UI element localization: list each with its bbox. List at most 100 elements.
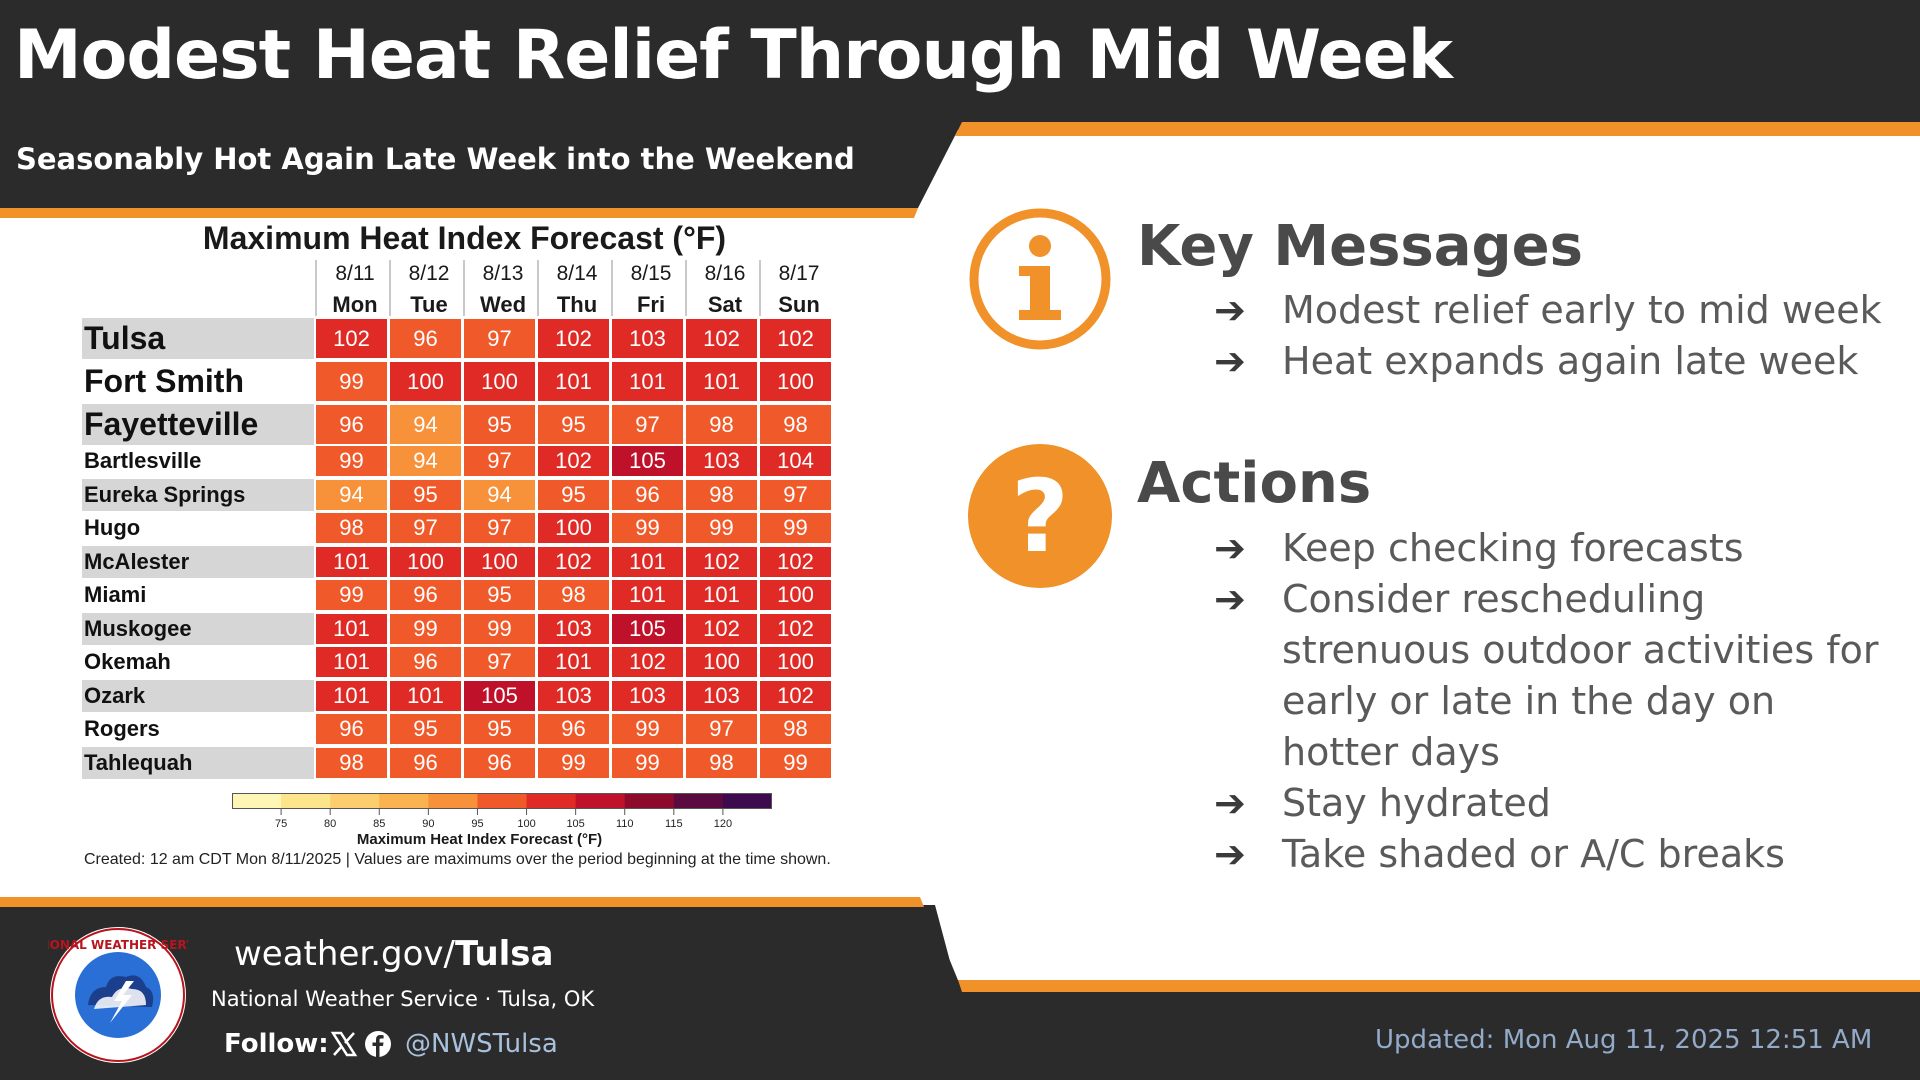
heat-index-cell: 102 [538,446,609,476]
arrow-icon: ➔ [1214,288,1246,332]
bullet-text: Take shaded or A/C breaks [1282,832,1785,876]
heat-index-cell: 103 [538,614,609,644]
heat-index-cell: 98 [686,748,757,778]
bullet-item: ➔ Keep checking forecasts [1210,523,1900,574]
heat-index-cell: 96 [538,714,609,744]
heat-index-cell: 96 [316,714,387,744]
colorbar-tick-label: 90 [422,818,435,830]
colorbar-tick-label: 120 [713,818,733,830]
page-subtitle: Seasonably Hot Again Late Week into the … [16,142,855,176]
column-date: 8/14 [556,262,598,285]
heat-index-cell: 99 [464,614,535,644]
heat-index-cell: 102 [538,547,609,577]
key-messages-title: Key Messages [1137,214,1583,279]
heat-index-cell: 101 [538,647,609,677]
city-label: Hugo [82,512,314,544]
colorbar-segment [722,793,772,809]
heat-index-cell: 101 [612,362,683,401]
column-day: Tue [410,292,448,317]
svg-text:?: ? [1011,458,1069,575]
colorbar-segment [575,793,626,809]
website-link[interactable]: weather.gov/Tulsa [234,934,553,974]
heat-index-cell: 99 [538,748,609,778]
header-separator [611,260,613,316]
heat-index-cell: 99 [612,714,683,744]
heat-index-cell: 99 [686,513,757,543]
colorbar-tick-label: 105 [566,818,585,830]
nws-logo: NATIONAL WEATHER SERVICE [48,927,188,1063]
heat-index-cell: 97 [464,647,535,677]
heat-index-cell: 101 [316,681,387,711]
colorbar-segment [428,793,478,809]
heat-index-cell: 104 [760,446,831,476]
heat-index-cell: 96 [390,580,461,610]
column-day: Wed [479,292,527,317]
facebook-icon[interactable] [364,1030,392,1058]
heat-index-cell: 102 [686,319,757,358]
heat-index-cell: 101 [316,647,387,677]
heat-index-cell: 102 [760,681,831,711]
info-icon [969,208,1111,350]
bullet-item: ➔ Stay hydrated [1210,778,1900,829]
heat-index-cell: 97 [464,446,535,476]
header-separator [759,260,761,316]
logo-text: NATIONAL WEATHER SERVICE [48,938,188,952]
heat-index-cell: 94 [390,446,461,476]
heat-index-cell: 100 [538,513,609,543]
heat-index-cell: 95 [538,405,609,444]
heat-index-cell: 101 [316,614,387,644]
city-label: Fayetteville [82,404,314,445]
heat-index-cell: 98 [538,580,609,610]
column-date: 8/15 [630,262,672,285]
heat-index-cell: 101 [612,580,683,610]
heat-index-cell: 97 [464,513,535,543]
heat-index-cell: 94 [464,480,535,510]
heat-index-cell: 103 [686,681,757,711]
heat-index-cell: 96 [390,748,461,778]
colorbar-tick-label: 95 [471,818,484,830]
heat-index-cell: 101 [390,681,461,711]
bullet-text: Modest relief early to mid week [1282,288,1882,332]
heat-index-cell: 100 [760,647,831,677]
heat-index-cell: 101 [538,362,609,401]
heat-index-cell: 102 [316,319,387,358]
colorbar-tick-label: 100 [517,818,536,830]
heat-index-cell: 103 [686,446,757,476]
heat-index-cell: 94 [316,480,387,510]
heat-index-cell: 105 [612,446,683,476]
x-icon[interactable] [330,1030,358,1058]
column-date: 8/16 [704,262,746,285]
heat-index-cell: 102 [686,614,757,644]
heat-index-cell: 99 [760,513,831,543]
heat-index-cell: 100 [686,647,757,677]
colorbar-tick-label: 115 [665,818,683,830]
city-label: Rogers [82,713,314,745]
heat-index-cell: 95 [538,480,609,510]
heat-index-cell: 98 [686,405,757,444]
social-handle[interactable]: @NWSTulsa [405,1029,558,1059]
column-day: Mon [332,292,378,317]
colorbar [232,793,772,815]
heat-index-cell: 97 [464,319,535,358]
column-day: Sat [707,292,743,317]
bullet-item: ➔ Consider rescheduling strenuous outdoor… [1210,574,1900,778]
colorbar-segment [526,793,577,809]
heat-index-cell: 97 [760,480,831,510]
site-office: Tulsa [454,934,554,974]
header-separator [537,260,539,316]
colorbar-segment [624,793,675,809]
heat-index-cell: 99 [612,513,683,543]
actions-list: ➔ Keep checking forecasts ➔ Consider resche… [1210,523,1900,880]
bullet-item: ➔ Modest relief early to mid week [1210,285,1900,336]
heat-index-cell: 98 [686,480,757,510]
city-label: Ozark [82,680,314,712]
heat-index-cell: 98 [316,513,387,543]
heat-index-cell: 95 [390,714,461,744]
column-date: 8/12 [408,262,450,285]
actions-title: Actions [1137,451,1372,516]
colorbar-segment [477,793,528,809]
colorbar-segment [330,793,380,809]
heat-index-cell: 95 [390,480,461,510]
heat-index-cell: 102 [538,319,609,358]
bullet-text: Keep checking forecasts [1282,526,1744,570]
